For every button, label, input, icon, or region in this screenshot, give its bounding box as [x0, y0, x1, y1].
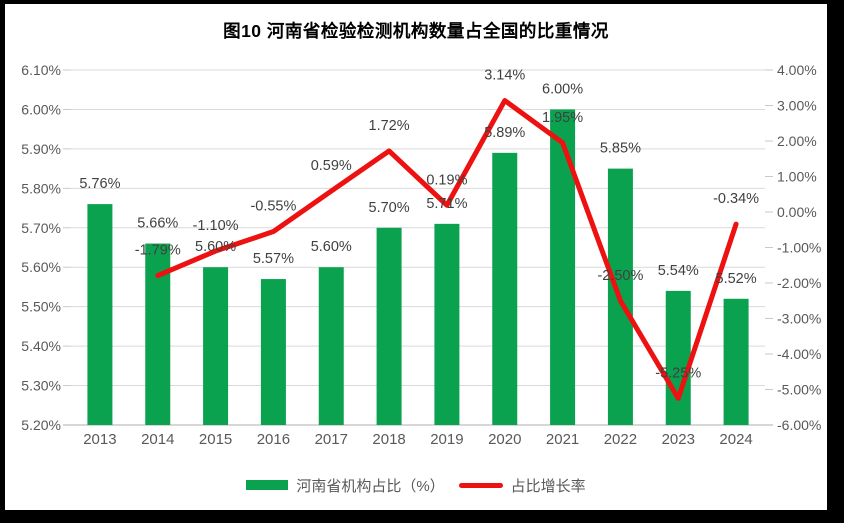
bar-2023 [665, 290, 691, 425]
right-axis-tick-label: -6.00% [777, 417, 821, 433]
bar-label-2021: 6.00% [542, 81, 583, 97]
legend-label-line-series: 占比增长率 [510, 477, 586, 495]
right-axis-tick-label: 3.00% [777, 98, 817, 114]
bar-label-2024: 5.52% [716, 271, 757, 287]
left-axis-tick-label: 5.50% [21, 299, 61, 315]
bar-label-2017: 5.60% [311, 239, 352, 255]
right-axis-tick-label: -1.00% [777, 240, 821, 256]
line-label-2018: 1.72% [369, 118, 410, 134]
legend-item-line-series: 占比增长率 [458, 475, 586, 496]
left-axis-tick-label: 5.30% [21, 378, 61, 394]
right-axis-tick-label: 2.00% [777, 133, 817, 149]
left-axis-tick-label: 5.80% [21, 180, 61, 196]
bar-series-swatch-icon [246, 480, 289, 490]
left-axis-tick-label: 5.40% [21, 338, 61, 354]
x-axis-label: 2018 [372, 431, 405, 448]
bar-label-2018: 5.70% [369, 200, 410, 216]
right-axis-tick-label: 4.00% [777, 62, 817, 78]
line-label-2014: -1.79% [135, 243, 181, 259]
x-axis-label: 2017 [315, 431, 348, 448]
legend-label-bar-series: 河南省机构占比（%） [296, 477, 445, 495]
line-label-2019: 0.19% [426, 172, 467, 188]
x-axis-label: 2024 [719, 431, 752, 448]
chart-title: 图10 河南省检验检测机构数量占全国的比重情况 [223, 21, 609, 41]
right-axis-tick-label: -2.00% [777, 275, 821, 291]
bar-label-2022: 5.85% [600, 141, 641, 157]
x-axis-label: 2023 [662, 431, 695, 448]
x-axis-label: 2016 [257, 431, 290, 448]
right-axis-tick-label: 1.00% [777, 169, 817, 185]
bar-2021 [550, 109, 576, 425]
bar-label-2013: 5.76% [79, 176, 120, 192]
bar-2017 [318, 267, 344, 425]
bar-2019 [434, 223, 460, 425]
line-label-2024: -0.34% [713, 191, 759, 207]
left-axis-tick-label: 5.60% [21, 259, 61, 275]
bar-label-2023: 5.54% [658, 263, 699, 279]
legend: 河南省机构占比（%） 占比增长率 [5, 474, 827, 496]
right-axis-tick-label: -5.00% [777, 382, 821, 398]
growth-rate-line [155, 98, 739, 401]
line-label-2016: -0.55% [250, 199, 296, 215]
right-axis-tick-label: -4.00% [777, 346, 821, 362]
line-series-swatch-icon [458, 482, 503, 488]
left-axis-tick-label: 6.10% [21, 62, 61, 78]
bar-2020 [492, 152, 518, 426]
x-axis-label: 2013 [83, 431, 116, 448]
left-axis-tick-label: 5.20% [21, 417, 61, 433]
line-label-2023: -5.25% [655, 365, 701, 381]
left-axis-tick-label: 5.90% [21, 141, 61, 157]
bar-label-2016: 5.57% [253, 251, 294, 267]
line-label-2021: 1.95% [542, 110, 583, 126]
x-axis-label: 2020 [488, 431, 521, 448]
bar-2024 [723, 298, 749, 425]
line-label-2022: -2.50% [597, 268, 643, 284]
bar-2018 [376, 227, 402, 425]
line-label-2015: -1.10% [193, 218, 239, 234]
x-axis-label: 2022 [604, 431, 637, 448]
x-axis-label: 2015 [199, 431, 232, 448]
bar-label-2014: 5.66% [137, 216, 178, 232]
plot-area: 6.10% 6.00% 5.90% 5.80% 5.70% 5.60% 5.50% 5.40%… [21, 62, 821, 448]
x-axis-label: 2014 [141, 431, 174, 448]
bar-label-2015: 5.60% [195, 239, 236, 255]
legend-item-bar-series: 河南省机构占比（%） [246, 475, 445, 496]
bar-label-2020: 5.89% [484, 125, 525, 141]
right-axis-tick-label: -3.00% [777, 311, 821, 327]
bar-2016 [260, 279, 286, 425]
left-axis-tick-label: 6.00% [21, 101, 61, 117]
bar-label-2019: 5.71% [426, 196, 467, 212]
bar-2013 [87, 204, 113, 425]
chart-canvas: 图10 河南省检验检测机构数量占全国的比重情况 6.10% 6.00% 5.90% 5… [5, 4, 827, 510]
right-axis-tick-label: 0.00% [777, 204, 817, 220]
x-axis-label: 2019 [430, 431, 463, 448]
x-axis-label: 2021 [546, 431, 579, 448]
bar-2015 [203, 267, 229, 425]
left-axis-tick-label: 5.70% [21, 220, 61, 236]
line-label-2020: 3.14% [484, 68, 525, 84]
line-label-2017: 0.59% [311, 158, 352, 174]
